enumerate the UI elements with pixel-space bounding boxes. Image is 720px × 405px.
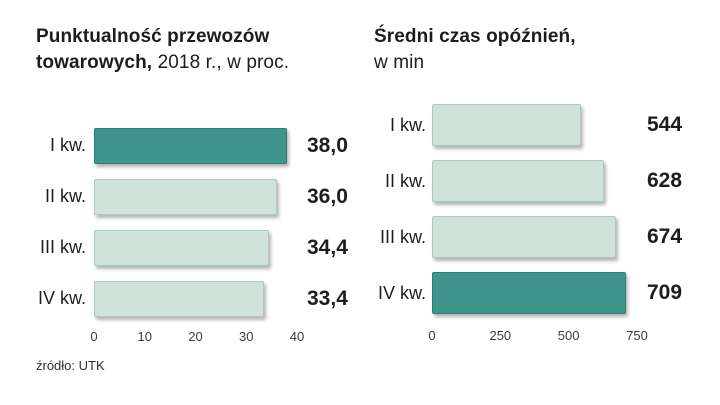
bar-track [94, 127, 297, 164]
value-label: 36,0 [307, 184, 348, 208]
bar-row: II kw. 628 [374, 153, 710, 209]
category-label: III kw. [379, 226, 426, 247]
bar-track [94, 280, 297, 317]
chart-title-rest: w min [374, 52, 425, 73]
axis-tick-label: 750 [626, 328, 648, 343]
bar [432, 216, 617, 258]
bar [94, 229, 269, 266]
value-label: 674 [647, 225, 683, 248]
value-label: 38,0 [307, 133, 348, 157]
bar-row: I kw. 38,0 [36, 120, 348, 171]
chart-punctuality: Punktualność przewozów towarowych, 2018 … [36, 24, 348, 373]
bar-row: IV kw. 709 [374, 265, 710, 321]
bar-row: III kw. 674 [374, 209, 710, 265]
chart-title-rest: 2018 r., w proc. [157, 52, 290, 73]
bar-rows: I kw. 38,0 II kw. 36,0 III kw. 34,4 IV kw. 33,4 [36, 120, 348, 324]
bar [432, 160, 604, 202]
value-label: 34,4 [307, 235, 348, 259]
axis-tick-label: 30 [239, 329, 254, 344]
axis-tick-label: 20 [188, 329, 203, 344]
axis-tick-label: 0 [90, 329, 98, 344]
bar-row: II kw. 36,0 [36, 171, 348, 222]
axis-tick-label: 250 [489, 328, 512, 343]
category-label: III kw. [39, 237, 86, 257]
axis-tick-label: 0 [428, 328, 436, 343]
bar-row: III kw. 34,4 [36, 222, 348, 273]
category-label: I kw. [49, 135, 86, 155]
axis-tick-label: 10 [137, 329, 152, 344]
chart-title: Punktualność przewozów towarowych, 2018 … [36, 24, 348, 76]
bar-track [432, 104, 637, 146]
bar [94, 178, 277, 215]
bar [94, 280, 264, 317]
value-label: 544 [647, 113, 683, 136]
axis-tick-label: 40 [289, 329, 305, 344]
bar-track [432, 160, 637, 202]
x-axis: 0 250 500 750 [428, 328, 647, 344]
bar-track [432, 272, 637, 314]
bar-highlighted [94, 127, 287, 164]
bar-row: I kw. 544 [374, 97, 710, 153]
value-label: 628 [647, 169, 683, 192]
bar-row: IV kw. 33,4 [36, 273, 348, 324]
chart-title: Średni czas opóźnień, w min [374, 24, 710, 76]
category-label: I kw. [389, 114, 426, 135]
bar-track [94, 178, 297, 215]
value-label: 709 [647, 281, 683, 304]
bar-track [432, 216, 637, 258]
chart-title-bold: Punktualność przewozów towarowych, [36, 26, 270, 73]
bar-track [94, 229, 297, 266]
bar-rows: I kw. 544 II kw. 628 III kw. 674 IV kw. 709 [374, 97, 710, 321]
x-axis: 0 10 20 30 40 [90, 329, 304, 345]
source-note: źródło: UTK [36, 358, 105, 373]
bar [432, 104, 581, 146]
axis-tick-label: 500 [557, 328, 580, 343]
category-label: IV kw. [37, 288, 86, 308]
bar-highlighted [432, 272, 626, 314]
value-label: 33,4 [307, 286, 348, 310]
category-label: II kw. [44, 186, 86, 206]
category-label: II kw. [384, 170, 426, 191]
chart-avg-delay: Średni czas opóźnień, w min I kw. 544 II kw… [374, 24, 710, 344]
chart-title-bold: Średni czas opóźnień, [374, 26, 576, 47]
category-label: IV kw. [377, 282, 426, 303]
